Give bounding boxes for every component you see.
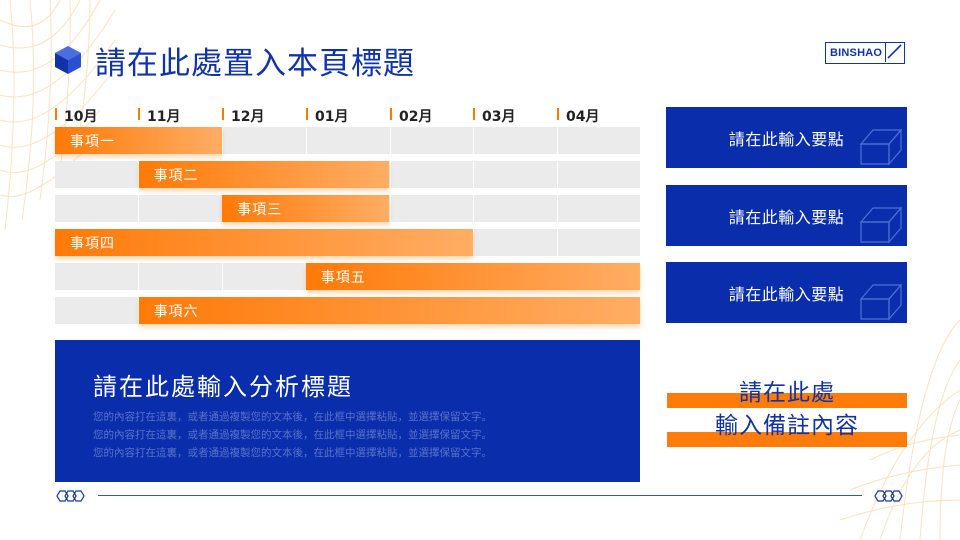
month-label: 10月	[55, 108, 97, 126]
month-text: 10月	[64, 109, 98, 125]
gantt-gridline	[473, 126, 474, 324]
gantt-bar[interactable]: 事項三	[222, 195, 390, 222]
gantt-bar[interactable]: 事項二	[138, 161, 390, 188]
gantt-gridline	[557, 126, 558, 324]
gantt-bar[interactable]: 事項四	[55, 229, 473, 256]
month-label: 01月	[306, 108, 348, 126]
hexagon-chain-icon	[56, 490, 85, 502]
cube-outline-icon	[859, 206, 903, 244]
analysis-line: 您的內容打在這裏，或者通過複製您的文本後，在此框中選擇粘貼，並選擇保留文字。	[93, 447, 492, 459]
gantt-bar-label: 事項三	[237, 201, 283, 218]
logo-slash-icon	[885, 43, 904, 62]
month-tick	[55, 108, 57, 120]
month-label: 12月	[222, 108, 264, 126]
cube-outline-icon	[859, 128, 903, 166]
note-stripe	[667, 432, 907, 447]
analysis-title: 請在此處輸入分析標題	[93, 373, 353, 401]
month-text: 01月	[315, 109, 349, 125]
key-point-text: 請在此輸入要點	[728, 129, 845, 149]
month-label: 11月	[138, 108, 180, 126]
key-point-text: 請在此輸入要點	[728, 284, 845, 304]
month-label: 04月	[557, 108, 599, 126]
hexagon-chain-icon	[874, 490, 903, 502]
cube-outline-icon	[859, 283, 903, 321]
gantt-gridline	[390, 126, 391, 324]
gantt-gridline	[222, 126, 223, 324]
month-text: 04月	[566, 109, 600, 125]
gantt-bar-label: 事項二	[153, 167, 199, 184]
month-text: 12月	[231, 109, 265, 125]
note-text[interactable]: 請在此處 輸入備註內容	[667, 377, 907, 443]
key-point-box[interactable]: 請在此輸入要點	[666, 107, 907, 168]
gantt-bar[interactable]: 事項五	[305, 263, 640, 290]
cube-icon	[55, 46, 81, 74]
month-text: 03月	[482, 109, 516, 125]
month-label: 02月	[390, 108, 432, 126]
analysis-body: 您的內容打在這裏，或者通過複製您的文本後，在此框中選擇粘貼，並選擇保留文字。 您…	[93, 408, 563, 462]
month-label: 03月	[473, 108, 515, 126]
month-tick	[222, 108, 224, 120]
gantt-bar-label: 事項六	[153, 303, 199, 320]
gantt-gridline	[306, 126, 307, 324]
month-text: 02月	[399, 109, 433, 125]
month-tick	[390, 108, 392, 120]
key-point-box[interactable]: 請在此輸入要點	[666, 262, 907, 323]
gantt-bar[interactable]: 事項六	[138, 297, 640, 324]
gantt-bar-label: 事項四	[70, 235, 115, 252]
month-tick	[473, 108, 475, 120]
page-title: 請在此處置入本頁標題	[95, 46, 415, 82]
month-tick	[306, 108, 308, 120]
footer-divider	[98, 495, 862, 496]
analysis-panel[interactable]: 請在此處輸入分析標題 您的內容打在這裏，或者通過複製您的文本後，在此框中選擇粘貼…	[55, 340, 640, 482]
brand-logo: BINSHAO	[825, 42, 905, 64]
month-text: 11月	[147, 109, 181, 125]
month-tick	[138, 108, 140, 120]
gantt-bar[interactable]: 事項一	[55, 127, 223, 154]
month-tick	[557, 108, 559, 120]
note-stripe	[667, 393, 907, 408]
gantt-bar-label: 事項五	[320, 269, 366, 286]
note-line: 輸入備註內容	[715, 413, 859, 439]
analysis-line: 您的內容打在這裏，或者通過複製您的文本後，在此框中選擇粘貼，並選擇保留文字。	[93, 429, 492, 441]
key-point-box[interactable]: 請在此輸入要點	[666, 185, 907, 246]
logo-text: BINSHAO	[830, 47, 883, 59]
gantt-gridline	[138, 126, 139, 324]
analysis-line: 您的內容打在這裏，或者通過複製您的文本後，在此框中選擇粘貼，並選擇保留文字。	[93, 411, 492, 423]
note-line: 請在此處	[739, 380, 835, 406]
gantt-bar-label: 事項一	[70, 133, 115, 150]
key-point-text: 請在此輸入要點	[728, 207, 845, 227]
